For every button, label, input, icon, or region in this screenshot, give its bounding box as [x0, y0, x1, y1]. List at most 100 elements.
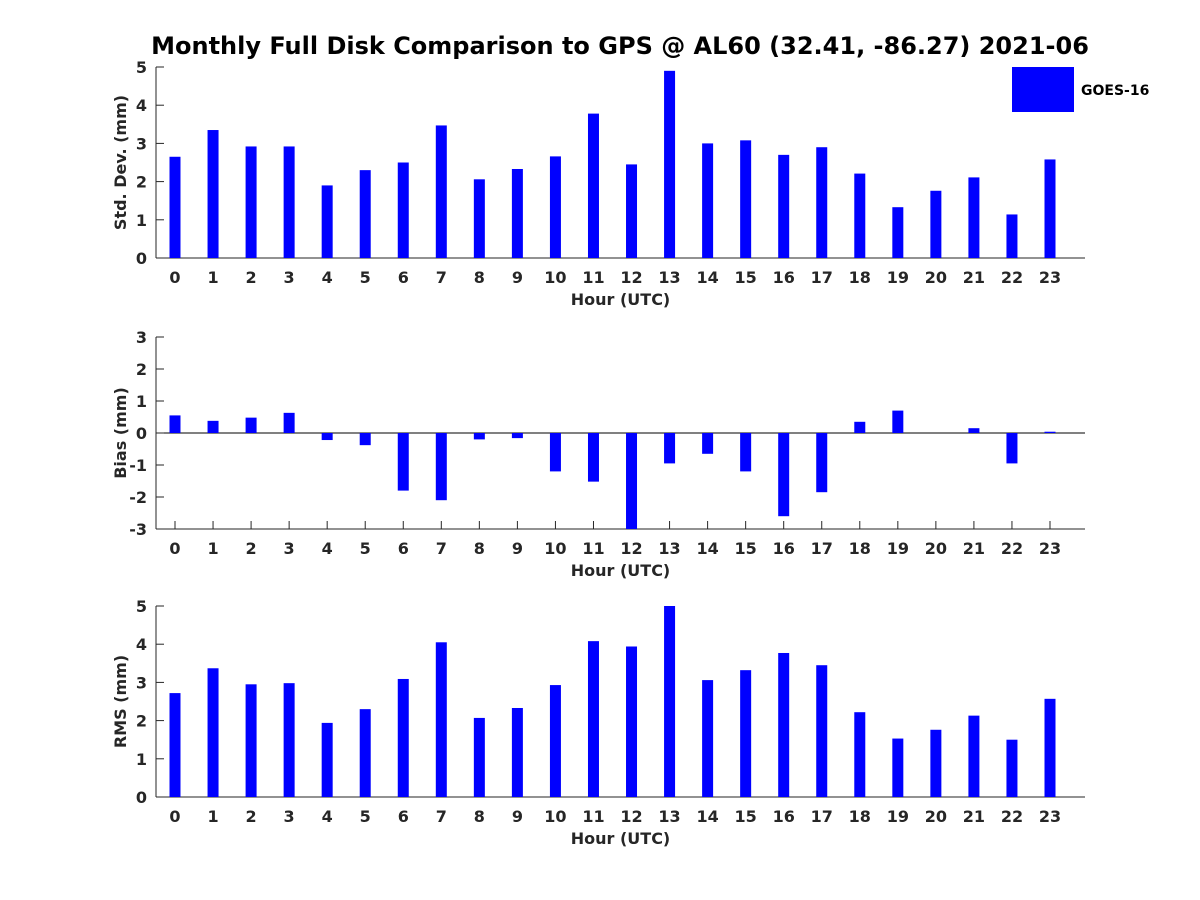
bar: [968, 177, 980, 258]
y-tick-label: 1: [136, 392, 147, 411]
y-axis-label: RMS (mm): [111, 655, 130, 748]
y-tick-label: 1: [136, 211, 147, 230]
y-tick-label: 2: [136, 173, 147, 192]
bar: [930, 729, 942, 797]
bar: [359, 170, 371, 258]
bar: [702, 433, 714, 454]
x-tick-label: 10: [544, 268, 566, 287]
bar: [1044, 431, 1056, 433]
bar: [854, 173, 866, 258]
bar: [207, 668, 219, 797]
x-tick-label: 1: [207, 807, 218, 826]
bar: [207, 130, 219, 258]
x-tick-label: 18: [849, 807, 871, 826]
x-tick-label: 23: [1039, 268, 1061, 287]
x-tick-label: 2: [246, 268, 257, 287]
bar: [816, 147, 828, 258]
x-tick-label: 5: [360, 807, 371, 826]
y-tick-label: 2: [136, 712, 147, 731]
bar: [397, 433, 409, 491]
x-tick-label: 19: [887, 268, 909, 287]
x-tick-label: 15: [735, 268, 757, 287]
legend-label: GOES-16: [1081, 83, 1149, 99]
bar: [549, 433, 561, 472]
bar: [702, 680, 714, 797]
x-tick-label: 6: [398, 268, 409, 287]
x-tick-label: 8: [474, 539, 485, 558]
bar: [892, 738, 904, 797]
bar: [511, 707, 523, 797]
x-tick-label: 4: [322, 807, 333, 826]
x-tick-label: 18: [849, 268, 871, 287]
bar: [854, 712, 866, 797]
x-tick-label: 18: [849, 539, 871, 558]
bar: [435, 433, 447, 501]
bar: [245, 146, 257, 258]
x-tick-label: 1: [207, 539, 218, 558]
bar: [397, 678, 409, 797]
x-tick-label: 20: [925, 539, 947, 558]
y-tick-label: 3: [136, 673, 147, 692]
x-axis-label: Hour (UTC): [571, 290, 671, 309]
x-tick-label: 20: [925, 268, 947, 287]
bar: [435, 642, 447, 797]
x-tick-label: 0: [169, 539, 180, 558]
bar: [359, 709, 371, 797]
legend-swatch: [1012, 67, 1074, 112]
bar: [549, 685, 561, 797]
x-tick-label: 0: [169, 807, 180, 826]
x-tick-label: 21: [963, 268, 985, 287]
x-tick-label: 12: [620, 268, 642, 287]
bar: [892, 207, 904, 258]
bar: [740, 433, 752, 472]
bar: [664, 606, 676, 797]
y-tick-label: 0: [136, 249, 147, 268]
x-tick-label: 5: [360, 268, 371, 287]
x-axis-label: Hour (UTC): [571, 829, 671, 848]
bar: [169, 415, 181, 433]
bar: [778, 652, 790, 797]
bar: [587, 433, 599, 482]
x-tick-label: 19: [887, 807, 909, 826]
bar: [778, 154, 790, 258]
x-tick-label: 8: [474, 268, 485, 287]
x-tick-label: 16: [773, 539, 795, 558]
bar: [359, 433, 371, 446]
x-tick-label: 9: [512, 268, 523, 287]
x-tick-label: 20: [925, 807, 947, 826]
x-tick-label: 4: [322, 268, 333, 287]
x-tick-label: 17: [811, 807, 833, 826]
bar: [473, 179, 485, 258]
bar: [626, 433, 638, 529]
bar: [511, 433, 523, 439]
x-tick-label: 6: [398, 807, 409, 826]
x-tick-label: 1: [207, 268, 218, 287]
x-tick-label: 8: [474, 807, 485, 826]
y-tick-label: -3: [129, 520, 147, 539]
bar: [968, 715, 980, 797]
bar: [664, 70, 676, 258]
x-tick-label: 10: [544, 807, 566, 826]
bar: [321, 433, 333, 441]
x-tick-label: 15: [735, 807, 757, 826]
x-tick-label: 12: [620, 539, 642, 558]
bar: [626, 164, 638, 258]
bar: [626, 646, 638, 797]
x-tick-label: 23: [1039, 807, 1061, 826]
y-tick-label: 3: [136, 134, 147, 153]
x-tick-label: 16: [773, 807, 795, 826]
bar: [816, 433, 828, 493]
bar: [930, 190, 942, 258]
x-tick-label: 15: [735, 539, 757, 558]
x-tick-label: 7: [436, 268, 447, 287]
bar: [664, 433, 676, 464]
bar: [702, 143, 714, 258]
x-tick-label: 11: [582, 539, 604, 558]
x-tick-label: 13: [658, 268, 680, 287]
y-tick-label: -1: [129, 456, 147, 475]
x-tick-label: 11: [582, 268, 604, 287]
